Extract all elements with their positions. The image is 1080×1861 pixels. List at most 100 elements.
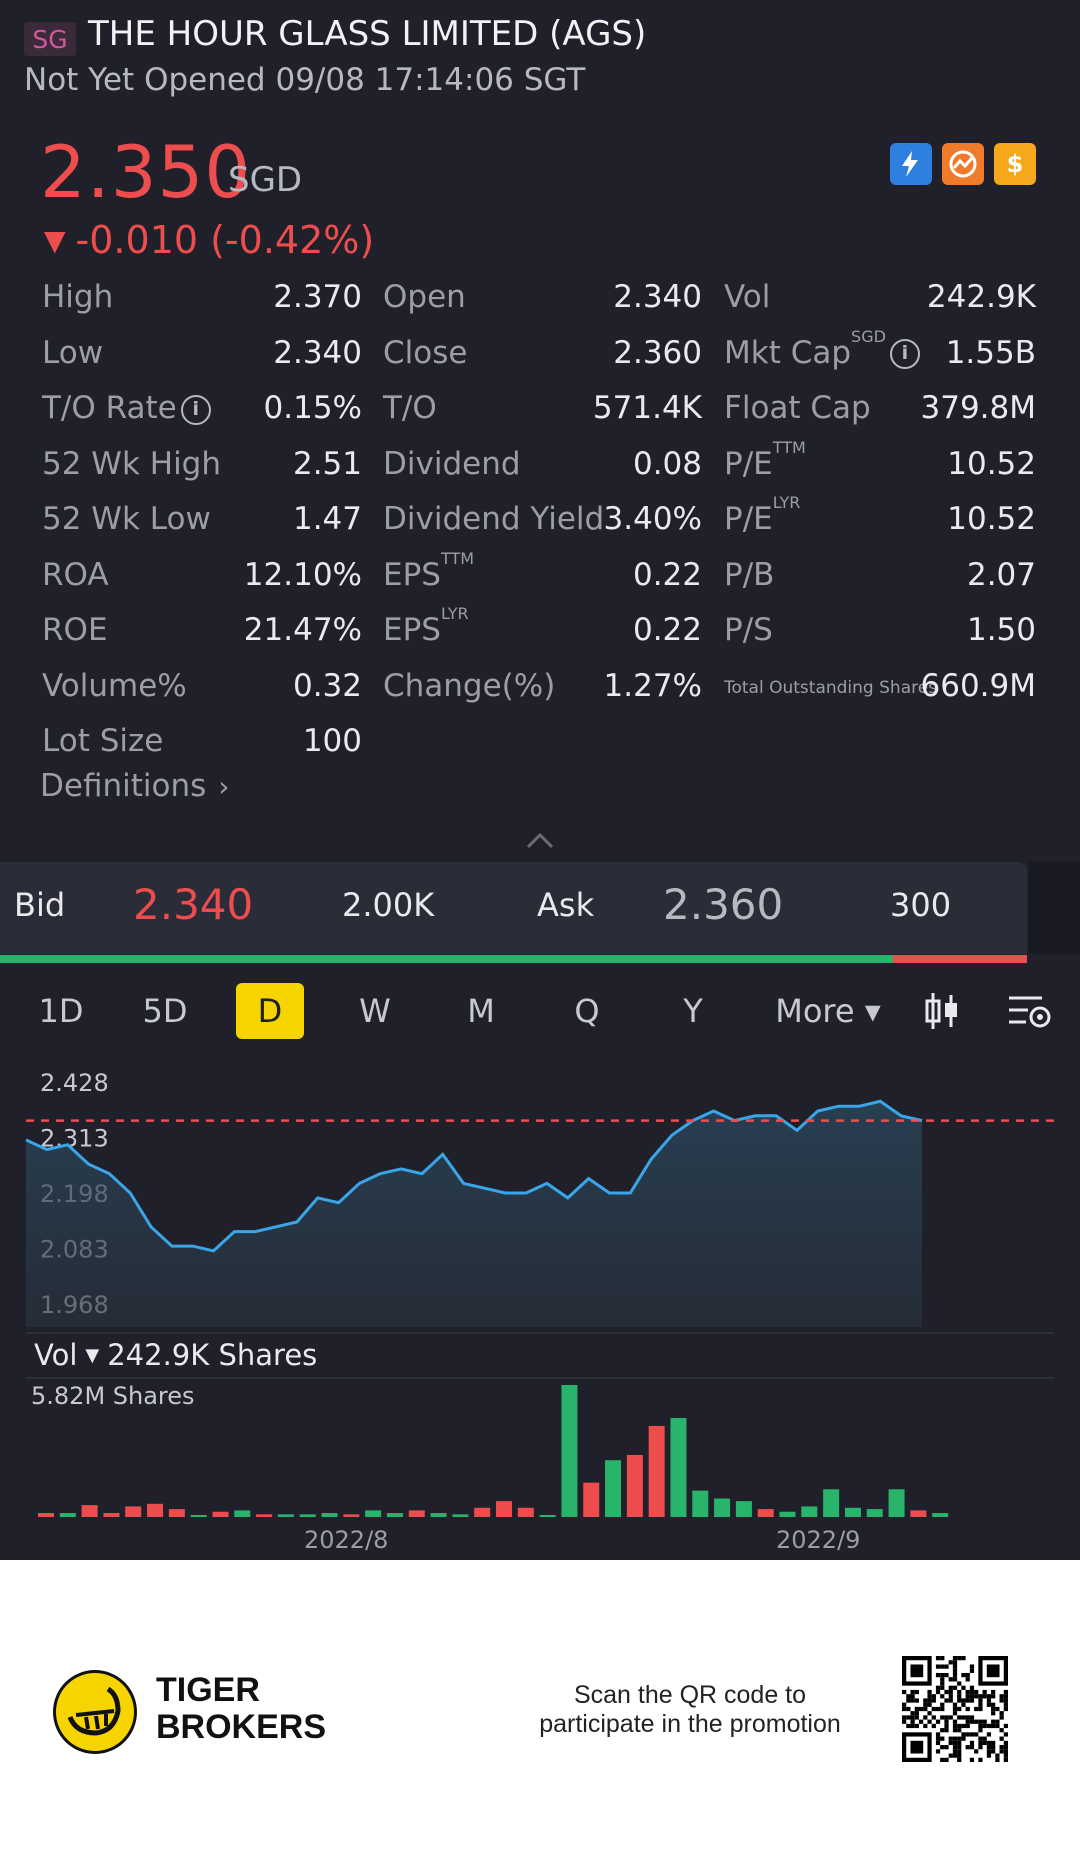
qr-module — [961, 1698, 966, 1703]
stat-label-text: T/O — [383, 390, 437, 426]
bolt-icon[interactable] — [890, 143, 932, 185]
qr-module — [927, 1719, 932, 1724]
qr-module — [918, 1719, 924, 1724]
qr-module — [940, 1672, 945, 1678]
qr-module — [957, 1745, 962, 1750]
qr-module — [982, 1736, 987, 1741]
qr-module — [940, 1694, 945, 1699]
tab-5d[interactable]: 5D — [142, 992, 188, 1030]
qr-module — [995, 1753, 1000, 1758]
qr-code-icon[interactable] — [902, 1656, 1008, 1762]
tab-more[interactable]: More ▾ — [775, 992, 881, 1030]
y-tick-label: 2.428 — [40, 1069, 109, 1097]
qr-module — [944, 1723, 949, 1729]
info-icon[interactable]: i — [889, 339, 920, 369]
volume-bar — [321, 1513, 338, 1517]
qr-module — [940, 1656, 945, 1661]
qr-module — [978, 1702, 983, 1707]
qr-module — [969, 1740, 975, 1746]
qr-module — [906, 1706, 911, 1712]
qr-module — [940, 1745, 945, 1750]
tab-m[interactable]: M — [467, 992, 495, 1030]
qr-module — [986, 1698, 992, 1703]
qr-module — [999, 1728, 1004, 1733]
qr-module — [986, 1745, 992, 1750]
qr-module — [965, 1732, 970, 1737]
qr-module — [906, 1723, 911, 1729]
stat-label: T/O — [383, 390, 437, 426]
qr-module — [999, 1736, 1004, 1741]
tab-y[interactable]: Y — [683, 992, 703, 1030]
qr-module — [995, 1719, 1000, 1724]
tab-q[interactable]: Q — [574, 992, 600, 1030]
qr-module — [957, 1749, 962, 1754]
dollar-icon[interactable]: $ — [994, 143, 1036, 185]
volume-indicator[interactable]: Vol ▼ 242.9K Shares — [34, 1338, 317, 1372]
qr-module — [914, 1689, 919, 1695]
volume-bar — [801, 1506, 818, 1517]
qr-module — [952, 1728, 958, 1733]
qr-module — [969, 1757, 975, 1762]
bid-ask-panel[interactable]: Bid 2.340 2.00K Ask 2.360 300 — [0, 862, 1027, 954]
qr-module — [927, 1694, 932, 1699]
qr-module — [969, 1715, 975, 1720]
tab-d[interactable]: D — [236, 983, 304, 1039]
bid-ratio — [0, 955, 894, 963]
x-label-sep: 2022/9 — [776, 1526, 861, 1554]
stat-value: 0.22 — [632, 556, 702, 593]
volume-bar — [910, 1510, 927, 1517]
candlestick-icon[interactable] — [922, 989, 962, 1033]
volume-bar — [866, 1509, 883, 1517]
qr-module — [902, 1689, 907, 1695]
tab-1d[interactable]: 1D — [38, 992, 84, 1030]
qr-module — [957, 1698, 962, 1703]
chevron-up-icon[interactable] — [525, 830, 555, 850]
stat-label: P/B — [724, 557, 774, 593]
info-icon[interactable]: i — [180, 394, 211, 425]
stat-label-text: Open — [383, 279, 466, 315]
stat-label: Lot Size — [42, 723, 163, 759]
stat-label: Total Outstanding Shares — [724, 678, 937, 698]
promo-footer: TIGER BROKERS Scan the QR code to partic… — [0, 1560, 1080, 1861]
qr-module — [961, 1723, 966, 1729]
volume-bar — [277, 1514, 294, 1517]
qr-module — [969, 1664, 975, 1669]
qr-module — [935, 1736, 941, 1741]
qr-module — [974, 1732, 979, 1737]
qr-module — [995, 1706, 1000, 1712]
qr-module — [952, 1706, 958, 1712]
volume-bar — [583, 1482, 600, 1517]
qr-module — [952, 1664, 958, 1669]
price-currency: SGD — [228, 160, 303, 200]
stat-label-text: Volume% — [42, 667, 187, 704]
qr-module — [902, 1719, 907, 1724]
qr-module — [1003, 1749, 1008, 1754]
stat-label-superscript: LYR — [440, 604, 469, 623]
market-status: Not Yet Opened 09/08 17:14:06 SGT — [24, 62, 586, 98]
volume-bar — [888, 1489, 905, 1517]
definitions-link[interactable]: Definitions › — [40, 768, 229, 804]
qr-module — [995, 1723, 1000, 1729]
qr-module — [978, 1736, 983, 1741]
qr-module — [999, 1749, 1004, 1754]
qr-module — [940, 1664, 945, 1669]
stat-label-text: EPS — [383, 612, 441, 648]
x-label-aug: 2022/8 — [304, 1526, 389, 1554]
qr-module — [999, 1698, 1004, 1703]
qr-module — [923, 1723, 928, 1729]
volume-bar — [38, 1513, 54, 1517]
qr-module — [986, 1740, 992, 1746]
orange-chart-icon[interactable] — [942, 143, 984, 185]
tab-w[interactable]: W — [359, 992, 391, 1030]
qr-module — [965, 1745, 970, 1750]
qr-module — [969, 1745, 975, 1750]
header: SG THE HOUR GLASS LIMITED (AGS) Not Yet … — [0, 0, 1080, 115]
chart-settings-icon[interactable] — [1006, 989, 1052, 1033]
qr-module — [952, 1753, 958, 1758]
qr-module — [969, 1698, 975, 1703]
volume-bar — [386, 1513, 403, 1517]
qr-module — [965, 1672, 970, 1678]
chevron-right-icon: › — [218, 770, 230, 803]
